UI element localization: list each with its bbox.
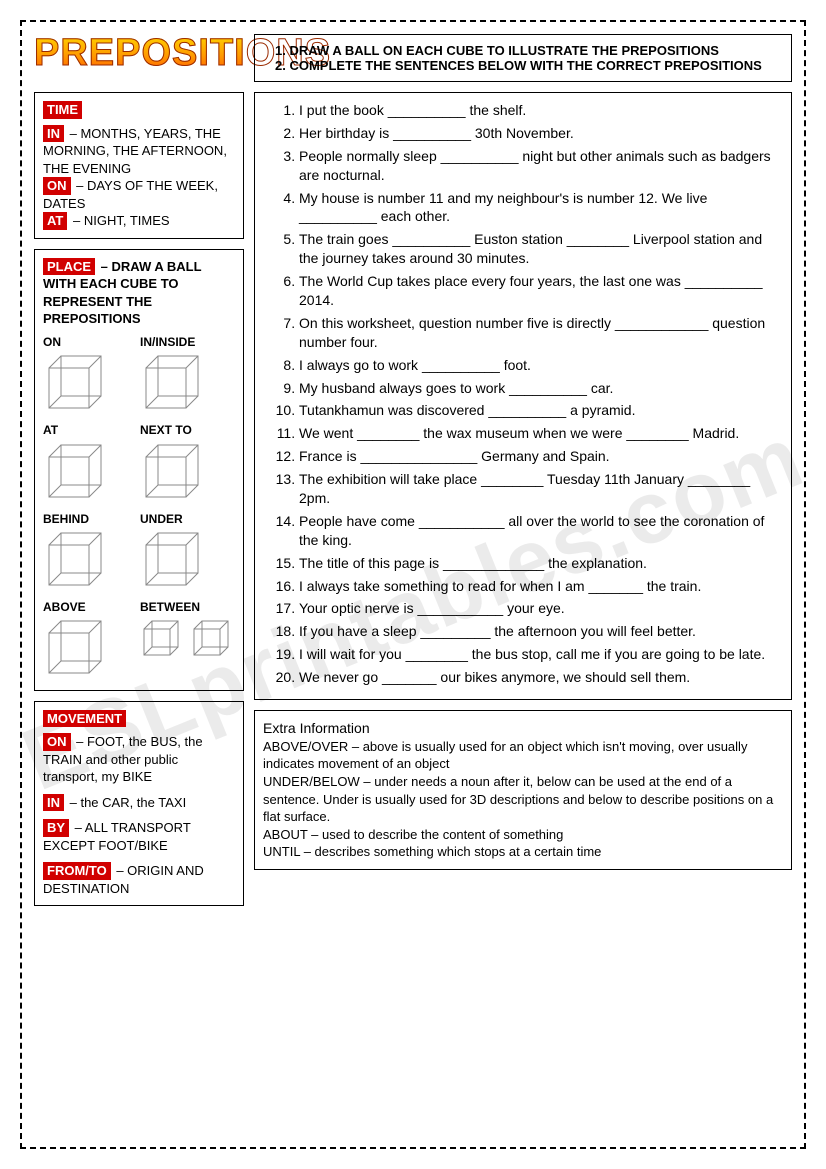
questions-list: I put the book __________ the shelf. Her… xyxy=(263,101,783,687)
time-rule: IN – MONTHS, YEARS, THE MORNING, THE AFT… xyxy=(43,125,235,178)
extra-line: ABOUT – used to describe the content of … xyxy=(263,826,783,844)
cube-label: UNDER xyxy=(140,511,235,527)
rule-text: – the CAR, the TAXI xyxy=(66,795,186,810)
question-item: On this worksheet, question number five … xyxy=(299,314,783,352)
rule-text: – MONTHS, YEARS, THE MORNING, THE AFTERN… xyxy=(43,126,227,176)
question-item: My house is number 11 and my neighbour's… xyxy=(299,189,783,227)
extra-heading: Extra Information xyxy=(263,719,783,738)
cube-cell-between: BETWEEN xyxy=(140,599,235,681)
question-item: If you have a sleep _________ the aftern… xyxy=(299,622,783,641)
cube-label: BETWEEN xyxy=(140,599,235,615)
cube-label: AT xyxy=(43,422,132,438)
cube-icon xyxy=(140,352,202,412)
extra-info-box: Extra Information ABOVE/OVER – above is … xyxy=(254,710,792,870)
movement-rule: BY – ALL TRANSPORT EXCEPT FOOT/BIKE xyxy=(43,819,235,854)
chip-on: ON xyxy=(43,733,71,751)
cube-cell-behind: BEHIND xyxy=(43,511,132,593)
movement-box: MOVEMENT ON – FOOT, the BUS, the TRAIN a… xyxy=(34,701,244,907)
movement-rule: ON – FOOT, the BUS, the TRAIN and other … xyxy=(43,733,235,786)
time-box: TIME IN – MONTHS, YEARS, THE MORNING, TH… xyxy=(34,92,244,239)
question-item: My husband always goes to work _________… xyxy=(299,379,783,398)
question-item: People normally sleep __________ night b… xyxy=(299,147,783,185)
question-item: Tutankhamun was discovered __________ a … xyxy=(299,401,783,420)
question-item: People have come ___________ all over th… xyxy=(299,512,783,550)
chip-in: IN xyxy=(43,794,64,812)
place-heading-chip: PLACE xyxy=(43,258,95,276)
time-rule: ON – DAYS OF THE WEEK, DATES xyxy=(43,177,235,212)
cube-cell-in: IN/INSIDE xyxy=(140,334,235,416)
movement-rule: IN – the CAR, the TAXI xyxy=(43,794,235,812)
right-column: I put the book __________ the shelf. Her… xyxy=(254,92,792,1135)
left-column: TIME IN – MONTHS, YEARS, THE MORNING, TH… xyxy=(34,92,244,1135)
cube-label: NEXT TO xyxy=(140,422,235,438)
question-item: Her birthday is __________ 30th November… xyxy=(299,124,783,143)
question-item: We never go _______ our bikes anymore, w… xyxy=(299,668,783,687)
movement-heading-chip: MOVEMENT xyxy=(43,710,126,728)
cube-grid: ON IN/INSIDE AT NEXT TO BEHIND UNDER ABO… xyxy=(43,334,235,682)
cube-icon xyxy=(140,441,202,501)
instructions-box: DRAW A BALL ON EACH CUBE TO ILLUSTRATE T… xyxy=(254,34,792,82)
place-box: PLACE – DRAW A BALL WITH EACH CUBE TO RE… xyxy=(34,249,244,691)
extra-line: UNDER/BELOW – under needs a noun after i… xyxy=(263,773,783,826)
page-frame: PREPOSITIONS DRAW A BALL ON EACH CUBE TO… xyxy=(20,20,806,1149)
rule-text: – NIGHT, TIMES xyxy=(69,213,169,228)
question-item: The title of this page is _____________ … xyxy=(299,554,783,573)
cube-cell-on: ON xyxy=(43,334,132,416)
question-item: The World Cup takes place every four yea… xyxy=(299,272,783,310)
cube-label: ABOVE xyxy=(43,599,132,615)
time-rule: AT – NIGHT, TIMES xyxy=(43,212,235,230)
cube-pair-icon xyxy=(140,617,235,665)
extra-line: ABOVE/OVER – above is usually used for a… xyxy=(263,738,783,773)
question-item: I put the book __________ the shelf. xyxy=(299,101,783,120)
cube-icon xyxy=(43,529,105,589)
chip-at: AT xyxy=(43,212,67,230)
page-title: PREPOSITIONS xyxy=(34,34,244,82)
instruction-item: COMPLETE THE SENTENCES BELOW WITH THE CO… xyxy=(275,58,781,73)
question-item: We went ________ the wax museum when we … xyxy=(299,424,783,443)
cube-cell-nextto: NEXT TO xyxy=(140,422,235,504)
cube-cell-under: UNDER xyxy=(140,511,235,593)
question-item: Your optic nerve is ___________ your eye… xyxy=(299,599,783,618)
chip-in: IN xyxy=(43,125,64,143)
instruction-item: DRAW A BALL ON EACH CUBE TO ILLUSTRATE T… xyxy=(275,43,781,58)
question-item: I will wait for you ________ the bus sto… xyxy=(299,645,783,664)
cube-label: IN/INSIDE xyxy=(140,334,235,350)
question-item: I always take something to read for when… xyxy=(299,577,783,596)
question-item: The train goes __________ Euston station… xyxy=(299,230,783,268)
extra-line: UNTIL – describes something which stops … xyxy=(263,843,783,861)
chip-on: ON xyxy=(43,177,71,195)
cube-cell-above: ABOVE xyxy=(43,599,132,681)
chip-by: BY xyxy=(43,819,69,837)
cube-icon xyxy=(43,352,105,412)
cube-icon xyxy=(43,617,105,677)
question-item: I always go to work __________ foot. xyxy=(299,356,783,375)
cube-cell-at: AT xyxy=(43,422,132,504)
cube-icon xyxy=(140,529,202,589)
cube-icon xyxy=(43,441,105,501)
cube-label: ON xyxy=(43,334,132,350)
question-item: The exhibition will take place ________ … xyxy=(299,470,783,508)
movement-rule: FROM/TO – ORIGIN AND DESTINATION xyxy=(43,862,235,897)
chip-fromto: FROM/TO xyxy=(43,862,111,880)
time-heading-chip: TIME xyxy=(43,101,82,119)
cube-label: BEHIND xyxy=(43,511,132,527)
question-item: France is _______________ Germany and Sp… xyxy=(299,447,783,466)
questions-box: I put the book __________ the shelf. Her… xyxy=(254,92,792,700)
